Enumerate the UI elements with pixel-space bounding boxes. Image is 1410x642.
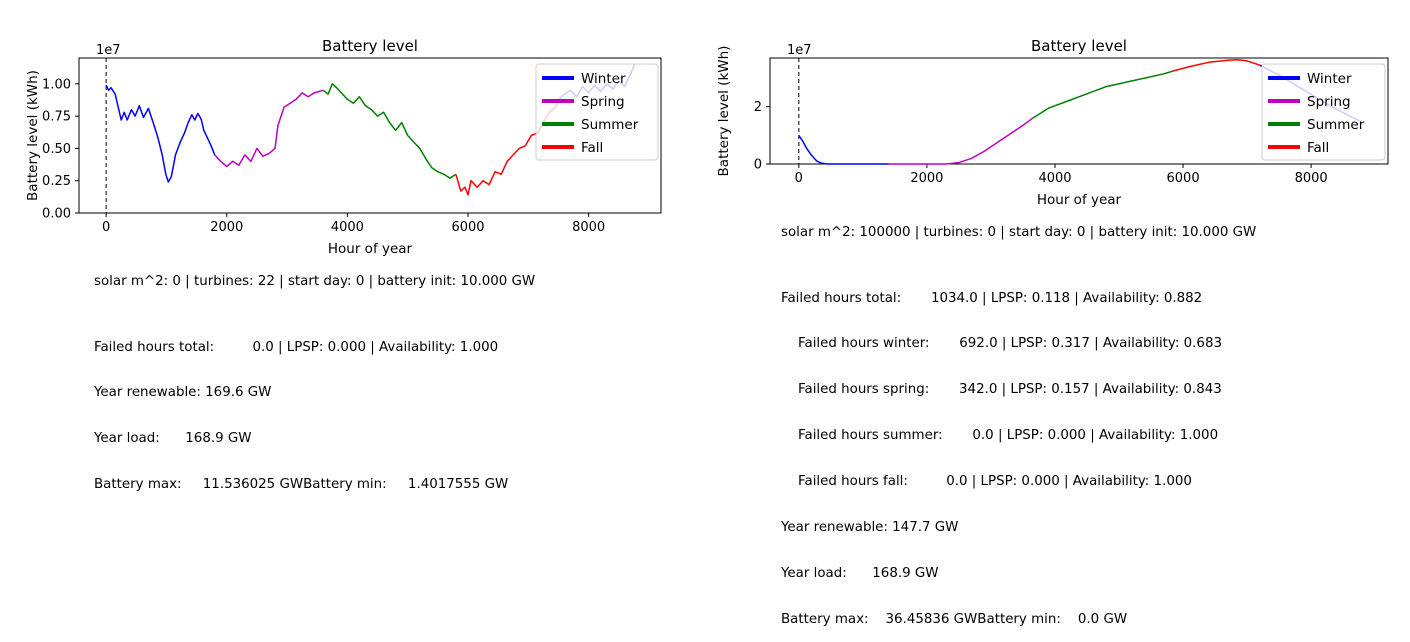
legend-label-winter: Winter <box>1307 71 1352 87</box>
right-stats-line: Failed hours summer: 0.0 | LPSP: 0.000 |… <box>781 428 1219 444</box>
x-tick-label: 8000 <box>572 220 605 235</box>
legend-box <box>535 63 659 161</box>
left-stats-line: Failed hours total: 0.0 | LPSP: 0.000 | … <box>94 339 499 355</box>
right-stats-line: Failed hours winter: 692.0 | LPSP: 0.317… <box>781 336 1222 352</box>
right-stats-line: Failed hours fall: 0.0 | LPSP: 0.000 | A… <box>781 474 1192 490</box>
y-tick-label: 0 <box>754 158 762 173</box>
series-line-summer <box>1032 70 1174 119</box>
x-tick-label: 4000 <box>1038 171 1071 186</box>
series-line-winter <box>798 134 889 165</box>
chart-title: Battery level <box>1031 37 1127 55</box>
x-tick-label: 0 <box>102 220 110 235</box>
legend-label-fall: Fall <box>1307 140 1329 156</box>
y-tick-label: 2 <box>754 100 762 115</box>
y-tick-label: 1.00 <box>42 77 71 92</box>
right-stats-line: Failed hours total: 1034.0 | LPSP: 0.118… <box>781 290 1203 306</box>
left-stats-line: Battery max: 11.536025 GWBattery min: 1.… <box>94 477 509 493</box>
x-tick-label: 4000 <box>331 220 364 235</box>
x-axis-label: Hour of year <box>1037 192 1122 208</box>
x-tick-label: 2000 <box>210 220 243 235</box>
left-stats-block: Failed hours total: 0.0 | LPSP: 0.000 | … <box>94 309 508 508</box>
y-offset-label: 1e7 <box>96 43 121 58</box>
y-tick-label: 0.75 <box>42 110 71 125</box>
x-tick-label: 8000 <box>1295 171 1328 186</box>
right-stats-block: Failed hours total: 1034.0 | LPSP: 0.118… <box>781 260 1222 642</box>
series-line-summer <box>322 83 457 179</box>
legend-label-summer: Summer <box>1307 117 1365 133</box>
legend-label-winter: Winter <box>581 71 626 87</box>
series-line-spring <box>214 89 324 168</box>
y-offset-label: 1e7 <box>787 43 812 58</box>
plot-frame <box>78 57 662 214</box>
legend-label-summer: Summer <box>581 117 639 133</box>
y-tick-label: 0.00 <box>42 207 71 222</box>
x-tick-label: 2000 <box>910 171 943 186</box>
series-line-spring <box>888 117 1034 165</box>
left-config-line: solar m^2: 0 | turbines: 22 | start day:… <box>94 274 536 289</box>
y-axis-label: Battery level (kWh) <box>25 70 41 201</box>
legend-box <box>1261 63 1386 161</box>
x-axis-label: Hour of year <box>328 241 413 257</box>
x-tick-label: 0 <box>795 171 803 186</box>
legend-label-spring: Spring <box>581 94 625 110</box>
legend-label-fall: Fall <box>581 140 603 156</box>
y-tick-label: 0.25 <box>42 174 71 189</box>
series-line-fall <box>1173 58 1261 72</box>
y-axis-label: Battery level (kWh) <box>716 46 732 177</box>
right-stats-line: Year renewable: 147.7 GW <box>781 520 959 536</box>
x-tick-label: 6000 <box>1167 171 1200 186</box>
right-config-line: solar m^2: 100000 | turbines: 0 | start … <box>781 225 1257 240</box>
left-stats-line: Year load: 168.9 GW <box>94 431 252 447</box>
legend-label-spring: Spring <box>1307 94 1351 110</box>
series-line-winter <box>105 84 216 183</box>
battery-level-figure: Battery level 1e7 0 2000 4000 6000 8000 0.00 0.2… <box>25 37 1389 257</box>
chart-title: Battery level <box>322 37 418 55</box>
right-stats-line: Year load: 168.9 GW <box>781 565 939 581</box>
left-stats-line: Year renewable: 169.6 GW <box>94 385 272 401</box>
y-tick-label: 0.50 <box>42 142 71 157</box>
x-tick-label: 6000 <box>451 220 484 235</box>
right-stats-line: Battery max: 36.45836 GWBattery min: 0.0… <box>781 611 1128 627</box>
plot-frame <box>769 57 1389 165</box>
right-stats-line: Failed hours spring: 342.0 | LPSP: 0.157… <box>781 382 1222 398</box>
